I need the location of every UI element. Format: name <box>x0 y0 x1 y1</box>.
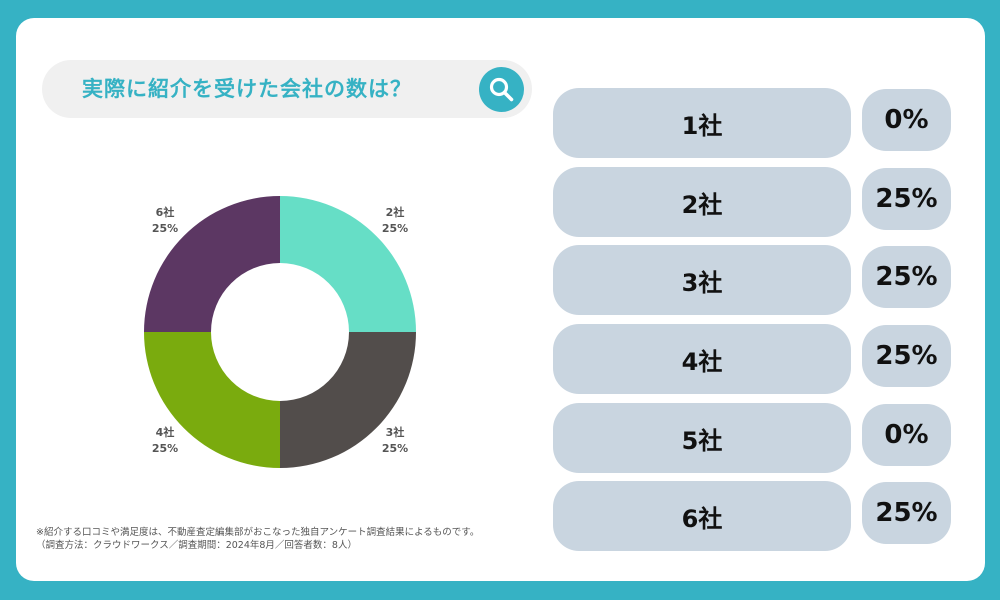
slice-percent-label: 25% <box>152 222 178 235</box>
search-icon <box>489 77 514 102</box>
table-row-label: 4社 <box>553 324 851 394</box>
slice-category-label: 6社 <box>156 205 175 219</box>
slice-category-label: 3社 <box>386 425 405 439</box>
slice-category-label: 2社 <box>386 205 405 219</box>
table-row-value: 25% <box>862 325 951 387</box>
slice-percent-label: 25% <box>152 442 178 455</box>
table-row-label: 5社 <box>553 403 851 473</box>
search-button[interactable] <box>479 67 524 112</box>
chart-question-title: 実際に紹介を受けた会社の数は？ <box>82 77 412 101</box>
footnote-line-1: ※紹介する口コミや満足度は、不動産査定編集部がおこなった独自アンケート調査結果に… <box>36 527 480 538</box>
slice-percent-label: 25% <box>382 442 408 455</box>
table-row-value: 25% <box>862 246 951 308</box>
donut-slice-6 <box>144 196 280 332</box>
table-row-label: 6社 <box>553 481 851 551</box>
footnote: ※紹介する口コミや満足度は、不動産査定編集部がおこなった独自アンケート調査結果に… <box>36 526 479 552</box>
slice-category-label: 4社 <box>156 425 175 439</box>
table-row-value: 25% <box>862 482 951 544</box>
search-bar: 実際に紹介を受けた会社の数は？ <box>42 60 532 118</box>
table-row-value: 0% <box>862 404 951 466</box>
footnote-line-2: （調査方法：クラウドワークス／調査期間：2024年8月／回答者数：8人） <box>36 540 357 551</box>
table-row-label: 1社 <box>553 88 851 158</box>
slice-percent-label: 25% <box>382 222 408 235</box>
table-row-label: 3社 <box>553 245 851 315</box>
donut-slice-3 <box>280 332 416 468</box>
table-row-value: 0% <box>862 89 951 151</box>
donut-slice-4 <box>144 332 280 468</box>
donut-slice-2 <box>280 196 416 332</box>
table-row-label: 2社 <box>553 167 851 237</box>
table-row-value: 25% <box>862 168 951 230</box>
